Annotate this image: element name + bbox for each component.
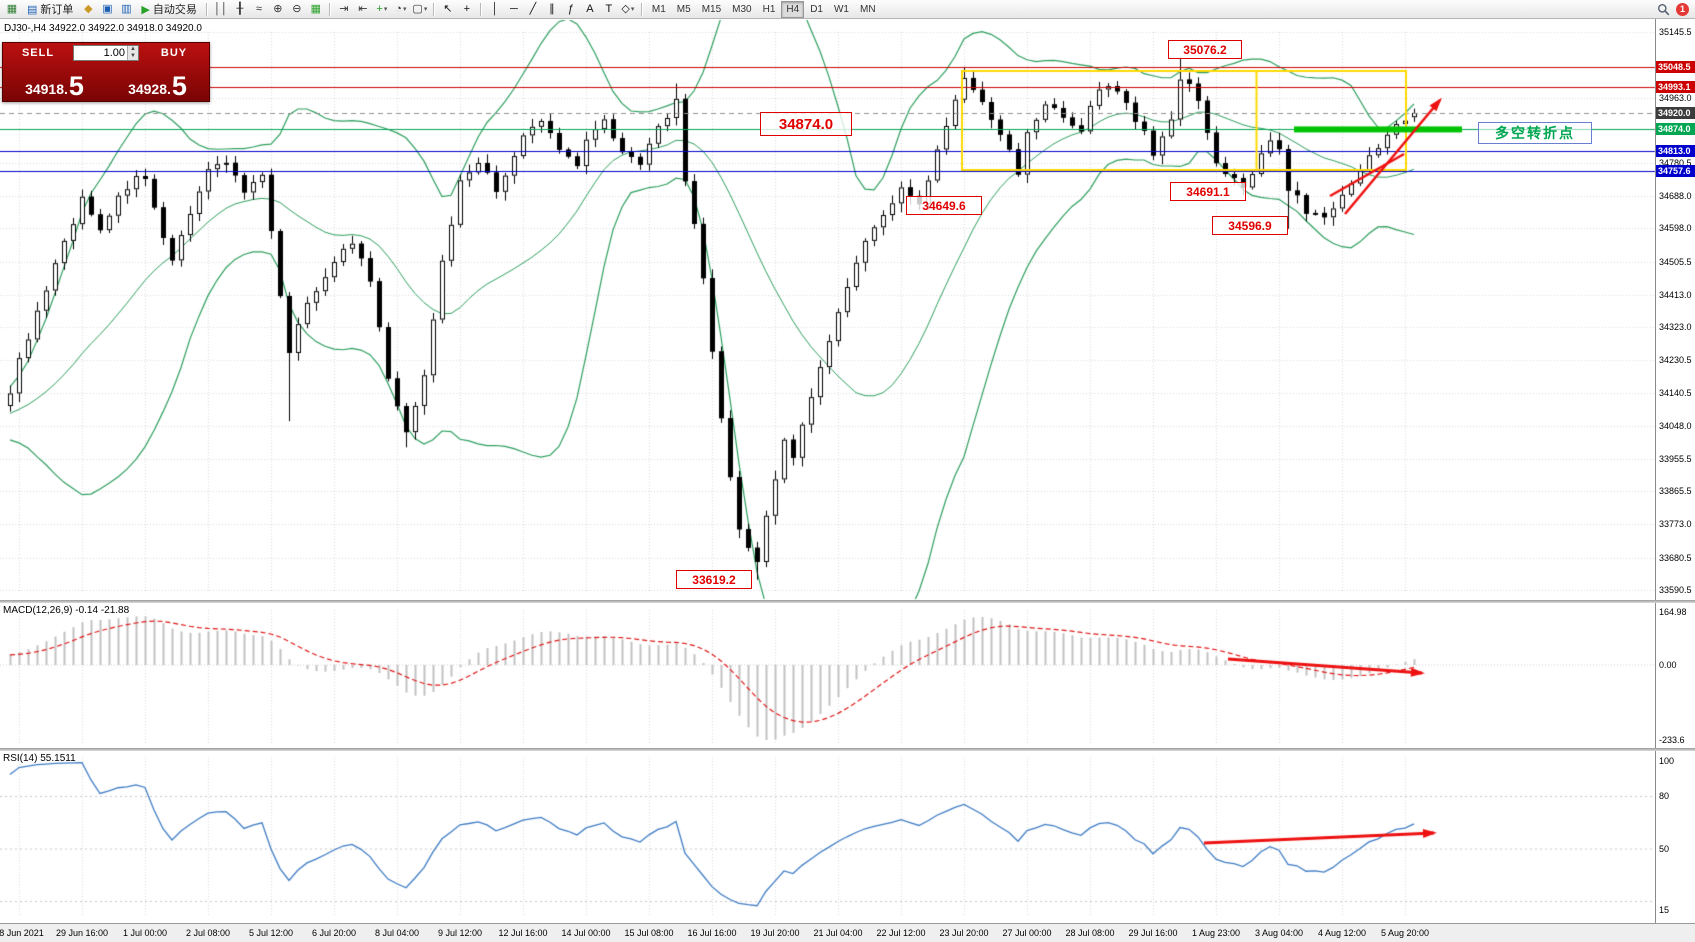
- timeframe-m15[interactable]: M15: [701, 3, 722, 15]
- rsi-indicator-label: RSI(14) 55.1511: [3, 753, 76, 764]
- timeframe-mn[interactable]: MN: [859, 3, 876, 15]
- sell-price[interactable]: 34918. 5: [25, 71, 84, 101]
- lot-size-field[interactable]: 1.00 ▲ ▼: [73, 45, 139, 61]
- navigator-icon[interactable]: ▥: [121, 2, 132, 15]
- templates-icon[interactable]: ▢ ▾: [412, 2, 428, 15]
- toolbar-separator: [432, 2, 435, 16]
- panel-separator[interactable]: [0, 748, 1695, 751]
- toolbar-separator: [328, 2, 331, 16]
- lot-down-button[interactable]: ▼: [127, 53, 138, 60]
- fibonacci-icon[interactable]: ƒ: [567, 2, 574, 15]
- timeframe-d1[interactable]: D1: [810, 3, 823, 15]
- candlestick-chart-icon[interactable]: ╂: [236, 2, 244, 15]
- symbol-ohlc-header: DJ30-,H4 34922.0 34922.0 34918.0 34920.0: [4, 23, 202, 34]
- notifications-badge[interactable]: 1: [1676, 2, 1689, 16]
- new-chart-icon[interactable]: ▦: [6, 2, 18, 15]
- lot-size-value[interactable]: 1.00: [103, 47, 125, 59]
- zoom-out-icon[interactable]: ⊖: [292, 2, 302, 15]
- panel-separator[interactable]: [0, 600, 1695, 603]
- toolbar: ▦ ▤ 新订单 ◆ ▣ ▥ ▶ 自动交易 ││ ╂ ≈ ⊕ ⊖ ▦ ⇥ ⇤ + ▾ ◔ ▾ ▢ ▾ ↖ + │ ─ ╱ ∥ ƒ A T ◇ ▾ M…: [0, 0, 1695, 19]
- text-label-icon[interactable]: T: [605, 2, 613, 15]
- auto-scroll-icon[interactable]: ⇥: [339, 2, 349, 15]
- data-window-icon[interactable]: ▣: [102, 2, 113, 15]
- time-axis[interactable]: [0, 923, 1695, 942]
- tile-windows-icon[interactable]: ▦: [310, 2, 322, 15]
- text-icon[interactable]: A: [586, 2, 594, 15]
- auto-trading-button[interactable]: ▶ 自动交易: [136, 2, 201, 17]
- sell-button[interactable]: SELL: [21, 47, 55, 59]
- price-axis[interactable]: [1655, 19, 1695, 923]
- search-icon[interactable]: [1654, 2, 1672, 17]
- bar-chart-icon[interactable]: ││: [214, 2, 228, 15]
- timeframe-h1[interactable]: H1: [762, 3, 776, 15]
- cursor-icon[interactable]: ↖: [443, 2, 453, 15]
- buy-price[interactable]: 34928. 5: [128, 71, 187, 101]
- zoom-in-icon[interactable]: ⊕: [273, 2, 283, 15]
- auto-trading-button-label: 自动交易: [152, 4, 197, 16]
- new-order-button[interactable]: ▤ 新订单: [22, 2, 78, 17]
- buy-button[interactable]: BUY: [160, 47, 188, 59]
- lot-up-button[interactable]: ▲: [127, 46, 138, 53]
- arrows-shapes-icon[interactable]: ◇ ▾: [621, 2, 635, 15]
- trendline-icon[interactable]: ╱: [529, 2, 537, 15]
- macd-indicator-label: MACD(12,26,9) -0.14 -21.88: [3, 605, 130, 616]
- chart-shift-icon[interactable]: ⇤: [358, 2, 368, 15]
- equidistant-channel-icon[interactable]: ∥: [549, 2, 555, 15]
- indicators-icon[interactable]: + ▾: [376, 2, 388, 15]
- horizontal-line-icon[interactable]: ─: [509, 2, 518, 15]
- marketwatch-icon[interactable]: ◆: [84, 2, 93, 15]
- timeframe-h4[interactable]: H4: [781, 0, 805, 18]
- new-order-icon: ▤: [27, 3, 38, 16]
- timeframe-w1[interactable]: W1: [833, 3, 849, 15]
- toolbar-separator: [640, 2, 643, 16]
- timeframe-m30[interactable]: M30: [732, 3, 752, 15]
- timeframe-m5[interactable]: M5: [676, 3, 691, 15]
- periods-icon[interactable]: ◔ ▾: [395, 2, 407, 15]
- auto-trading-icon: ▶: [141, 3, 150, 16]
- line-chart-icon[interactable]: ≈: [255, 2, 262, 15]
- one-click-trading-panel: SELL 1.00 ▲ ▼ BUY 34918. 5 34928. 5: [2, 42, 210, 102]
- toolbar-separator: [205, 2, 208, 16]
- toolbar-separator: [479, 2, 482, 16]
- new-order-button-label: 新订单: [40, 4, 74, 16]
- timeframe-m1[interactable]: M1: [651, 3, 666, 15]
- vertical-line-icon[interactable]: │: [491, 2, 499, 15]
- crosshair-icon[interactable]: +: [463, 2, 471, 15]
